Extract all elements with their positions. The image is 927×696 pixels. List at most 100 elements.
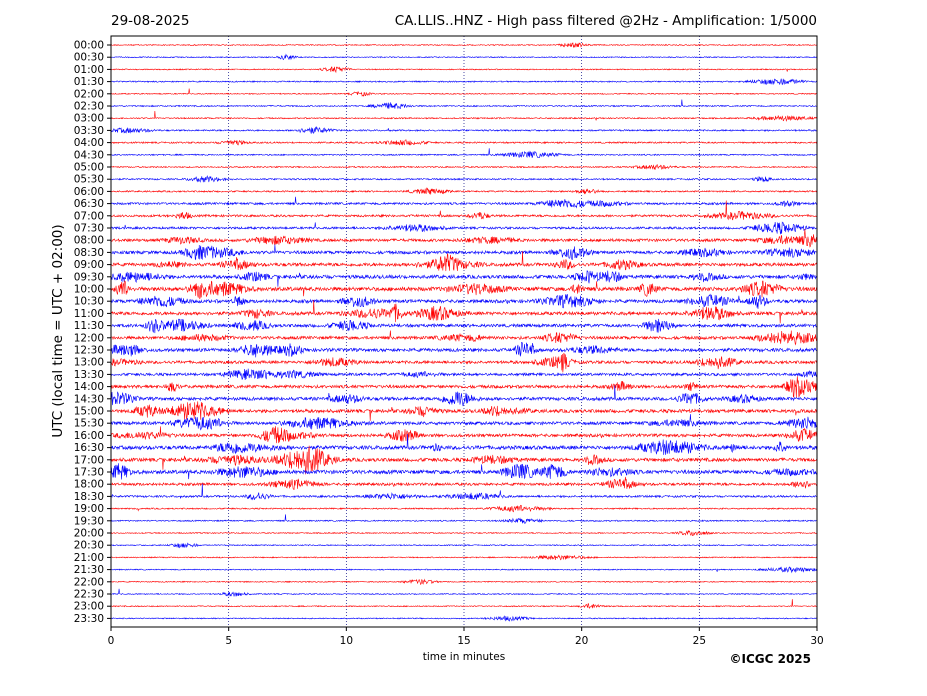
trace-line (110, 200, 818, 221)
trace-line (110, 99, 818, 110)
trace-line (110, 244, 818, 261)
trace-line (110, 187, 818, 195)
y-tick-label: 17:00 (74, 454, 104, 466)
y-tick-label: 01:00 (74, 64, 104, 76)
y-tick-label: 11:00 (74, 308, 104, 320)
trace-line (110, 504, 818, 513)
vertical-gridlines (228, 36, 700, 627)
x-axis-label: time in minutes (423, 651, 505, 663)
y-tick-label: 08:30 (74, 247, 104, 259)
y-tick-label: 07:00 (74, 210, 104, 222)
y-tick-label: 12:00 (74, 332, 104, 344)
y-tick-label: 22:00 (74, 576, 104, 588)
trace-line (110, 401, 818, 421)
x-tick-label: 25 (693, 635, 706, 647)
trace-line (110, 251, 818, 272)
y-tick-label: 11:30 (74, 320, 104, 332)
y-tick-label: 10:30 (74, 296, 104, 308)
trace-line (110, 376, 818, 398)
trace-line (110, 414, 818, 431)
y-tick-label: 00:00 (74, 40, 104, 52)
y-tick-label: 03:00 (74, 113, 104, 125)
trace-line (110, 426, 818, 444)
y-tick-label: 14:30 (74, 393, 104, 405)
y-tick-label: 03:30 (74, 125, 104, 137)
trace-line (110, 78, 818, 86)
trace-line (110, 352, 818, 373)
y-tick-label: 06:00 (74, 186, 104, 198)
y-tick-label: 02:30 (74, 101, 104, 113)
trace-line (110, 111, 818, 122)
trace-line (110, 566, 818, 574)
y-tick-label: 22:30 (74, 589, 104, 601)
y-tick-label: 10:00 (74, 284, 104, 296)
y-tick-label: 23:30 (74, 613, 104, 625)
trace-line (110, 330, 818, 346)
y-tick-label: 19:30 (74, 515, 104, 527)
y-tick-label: 21:30 (74, 564, 104, 576)
y-tick-label: 20:00 (74, 528, 104, 540)
trace-line (110, 445, 818, 475)
trace-line (110, 53, 818, 61)
x-tick-label: 0 (108, 635, 115, 647)
y-tick-label: 18:00 (74, 479, 104, 491)
y-tick-label: 00:30 (74, 52, 104, 64)
y-tick-label: 15:00 (74, 406, 104, 418)
x-tick-label: 10 (340, 635, 353, 647)
plot-frame (110, 35, 818, 628)
trace-line (110, 125, 818, 135)
y-tick-label: 09:30 (74, 271, 104, 283)
x-tick-label: 30 (810, 635, 823, 647)
y-tick-label: 05:30 (74, 174, 104, 186)
y-tick-label: 14:00 (74, 381, 104, 393)
trace-line (110, 175, 818, 183)
y-tick-label: 06:30 (74, 198, 104, 210)
trace-line (110, 148, 818, 159)
trace-line (110, 599, 818, 609)
y-tick-label: 01:30 (74, 76, 104, 88)
trace-line (110, 221, 818, 235)
trace-line (110, 433, 818, 455)
trace-line (110, 42, 818, 49)
y-tick-label: 21:00 (74, 552, 104, 564)
y-tick-label: 04:30 (74, 149, 104, 161)
trace-line (110, 529, 818, 537)
y-tick-label: 12:30 (74, 345, 104, 357)
chart-title: CA.LLIS..HNZ - High pass filtered @2Hz -… (395, 13, 817, 29)
y-tick-label: 16:30 (74, 442, 104, 454)
trace-line (110, 463, 818, 480)
trace-line (110, 615, 818, 622)
y-tick-label: 17:30 (74, 467, 104, 479)
x-tick-label: 15 (457, 635, 470, 647)
y-tick-label: 05:00 (74, 162, 104, 174)
copyright-label: ©ICGC 2025 (729, 652, 811, 666)
chart-date: 29-08-2025 (111, 13, 189, 29)
trace-line (110, 368, 818, 381)
y-tick-label: 04:00 (74, 137, 104, 149)
y-tick-label: 13:30 (74, 369, 104, 381)
trace-line (110, 578, 818, 586)
trace-line (110, 293, 818, 309)
trace-line (110, 280, 818, 300)
trace-line (110, 299, 818, 324)
x-tick-label: 20 (575, 635, 588, 647)
trace-line (111, 514, 818, 524)
trace-line (110, 88, 818, 97)
trace-line (110, 270, 818, 287)
trace-line (110, 342, 818, 358)
trace-line (110, 228, 818, 248)
y-tick-label: 07:30 (74, 223, 104, 235)
trace-line (110, 66, 818, 74)
trace-line (110, 163, 818, 170)
y-tick-label: 13:00 (74, 357, 104, 369)
y-axis-ticks: 00:0000:3001:0001:3002:0002:3003:0003:30… (74, 40, 111, 625)
trace-line (110, 318, 818, 334)
trace-line (110, 542, 818, 549)
trace-line (110, 588, 818, 597)
trace-line (110, 139, 818, 146)
y-tick-label: 18:30 (74, 491, 104, 503)
y-tick-label: 02:00 (74, 88, 104, 100)
x-axis-ticks: 0 5 10 15 20 25 30 (108, 627, 824, 647)
y-tick-label: 09:00 (74, 259, 104, 271)
y-tick-label: 20:30 (74, 540, 104, 552)
